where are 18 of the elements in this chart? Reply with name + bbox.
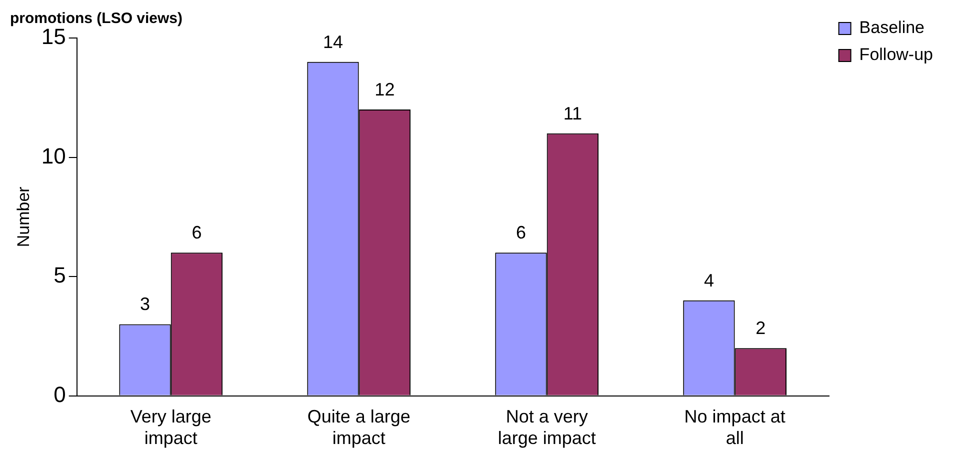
y-tick-label: 10 <box>41 143 66 168</box>
x-tick-label: No impact at all <box>684 406 786 448</box>
data-label: 6 <box>192 222 202 243</box>
data-label: 12 <box>374 80 395 100</box>
data-label: 2 <box>756 318 766 338</box>
data-label: 4 <box>704 270 714 290</box>
x-tick-label: Not a very large impact <box>498 406 596 448</box>
data-label: 6 <box>516 222 526 243</box>
data-label: 14 <box>322 32 344 52</box>
legend-label: Baseline <box>859 18 925 38</box>
x-tick-label: Very large impact <box>130 406 212 448</box>
y-axis-title: Number <box>14 186 33 248</box>
data-label: 11 <box>563 103 582 124</box>
y-tick-label: 0 <box>54 382 66 407</box>
legend-label: Follow-up <box>859 45 934 64</box>
x-tick-label: Quite a large impact <box>307 406 410 448</box>
data-label: 3 <box>140 294 150 314</box>
y-tick-label: 5 <box>54 262 66 288</box>
